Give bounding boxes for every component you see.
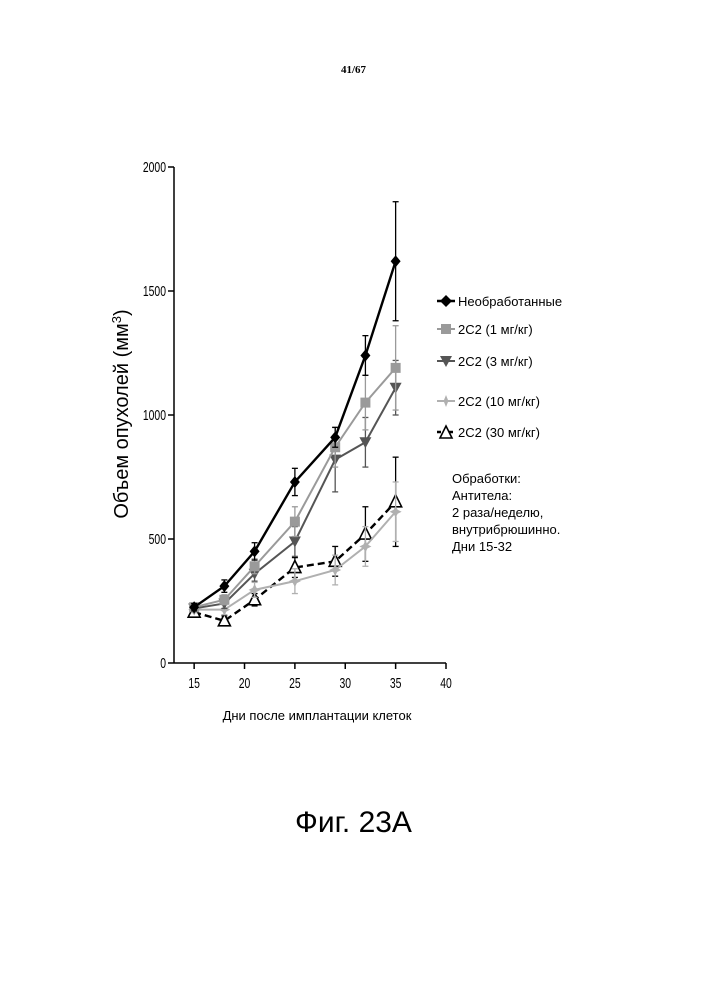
- legend-item-2c2-30mg: 2С2 (30 мг/кг): [436, 423, 540, 441]
- data-point: [290, 517, 300, 527]
- data-point: [360, 349, 370, 361]
- chart-series-layer: [188, 202, 401, 626]
- legend-label: 2С2 (3 мг/кг): [458, 354, 533, 369]
- y-axis-label: Объем опухолей (мм3): [109, 309, 134, 518]
- legend-marker-square-icon: [436, 321, 456, 337]
- x-tick-label: 15: [188, 674, 200, 691]
- y-tick-label: 2000: [143, 158, 166, 175]
- y-tick-label: 0: [160, 654, 166, 671]
- data-point: [391, 363, 401, 373]
- legend-marker-diamond-icon: [436, 293, 456, 309]
- data-point: [360, 398, 370, 408]
- data-point: [359, 437, 371, 448]
- legend-label: Необработанные: [458, 294, 562, 309]
- data-point: [289, 575, 301, 587]
- legend-item-2c2-10mg: 2С2 (10 мг/кг): [436, 392, 540, 410]
- y-tick-label: 500: [149, 530, 166, 547]
- legend-label: 2С2 (10 мг/кг): [458, 394, 540, 409]
- data-point: [219, 595, 229, 605]
- legend-marker-open-triangle-icon: [436, 424, 456, 440]
- legend-item-2c2-1mg: 2С2 (1 мг/кг): [436, 320, 533, 338]
- data-point: [391, 255, 401, 267]
- figure-caption: Фиг. 23А: [0, 806, 707, 840]
- tumor-volume-chart: 0 500 1000 1500 2000 15 20 25 30 35 40 Дни после и…: [0, 0, 707, 780]
- x-tick-label: 25: [289, 674, 301, 691]
- y-axis-label-superscript: 3: [109, 316, 124, 323]
- y-tick-label: 1500: [143, 282, 166, 299]
- data-point: [250, 561, 260, 571]
- x-tick-label: 40: [440, 674, 452, 691]
- y-tick-label: 1000: [143, 406, 166, 423]
- legend-item-2c2-3mg: 2С2 (3 мг/кг): [436, 352, 533, 370]
- legend-label: 2С2 (30 мг/кг): [458, 425, 540, 440]
- x-tick-label: 35: [390, 674, 402, 691]
- x-axis-label: Дни после имплантации клеток: [223, 708, 412, 723]
- y-axis-label-close: ): [111, 309, 133, 316]
- treatment-note: Обработки: Антитела: 2 раза/неделю, внут…: [452, 470, 560, 555]
- legend-label: 2С2 (1 мг/кг): [458, 322, 533, 337]
- treatment-note-line: 2 раза/неделю,: [452, 504, 560, 521]
- legend-marker-triangle-down-icon: [436, 353, 456, 369]
- legend-marker-star-icon: [436, 393, 456, 409]
- data-point: [249, 584, 261, 596]
- treatment-note-line: внутрибрюшинно.: [452, 521, 560, 538]
- x-tick-label: 20: [239, 674, 251, 691]
- treatment-note-line: Дни 15-32: [452, 538, 560, 555]
- legend-item-untreated: Необработанные: [436, 292, 562, 310]
- y-axis-label-text: Объем опухолей (мм: [111, 323, 133, 518]
- treatment-note-line: Антитела:: [452, 487, 560, 504]
- treatment-note-line: Обработки:: [452, 470, 560, 487]
- x-tick-label: 30: [339, 674, 351, 691]
